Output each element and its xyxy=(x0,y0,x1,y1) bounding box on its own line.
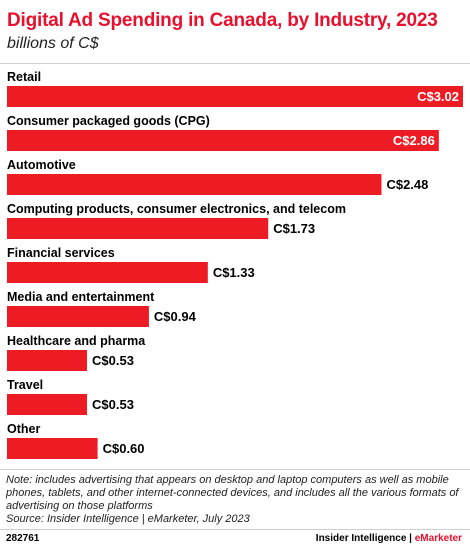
chart-subtitle: billions of C$ xyxy=(7,35,99,52)
category-label: Automotive xyxy=(7,158,76,172)
brand-accent: eMarketer xyxy=(414,533,462,544)
category-label: Other xyxy=(7,422,40,436)
bar xyxy=(7,174,382,195)
bar-chart: Retail C$3.02 Consumer packaged goods (CPG… xyxy=(7,70,463,459)
value-label: C$2.48 xyxy=(386,177,428,192)
value-label: C$1.73 xyxy=(273,221,315,236)
value-label: C$0.60 xyxy=(103,441,145,456)
value-label: C$3.02 xyxy=(417,89,459,104)
category-label: Financial services xyxy=(7,246,115,260)
bottom-divider xyxy=(0,469,470,470)
chart-source: Source: Insider Intelligence | eMarketer… xyxy=(6,513,250,525)
category-label: Travel xyxy=(7,378,43,392)
value-label: C$1.33 xyxy=(213,265,255,280)
bar xyxy=(7,394,88,415)
bar xyxy=(7,262,208,283)
brand-credit: Insider Intelligence | eMarketer xyxy=(316,533,462,544)
value-label: C$0.94 xyxy=(154,309,197,324)
value-label: C$0.53 xyxy=(92,353,134,368)
category-label: Computing products, consumer electronics… xyxy=(7,202,346,216)
top-divider xyxy=(0,63,470,64)
category-label: Healthcare and pharma xyxy=(7,334,146,348)
chart-note: Note: includes advertising that appears … xyxy=(6,474,459,512)
footer-divider xyxy=(0,529,470,530)
value-label: C$2.86 xyxy=(393,133,435,148)
chart-id: 282761 xyxy=(6,533,40,544)
bar xyxy=(7,218,269,239)
chart-title: Digital Ad Spending in Canada, by Indust… xyxy=(7,10,438,31)
bar xyxy=(7,86,463,107)
chart-note-block: Note: includes advertising that appears … xyxy=(6,474,464,526)
bar xyxy=(7,350,88,371)
bar xyxy=(7,438,98,459)
brand-main: Insider Intelligence | xyxy=(315,533,415,544)
category-label: Retail xyxy=(7,70,41,84)
bar xyxy=(7,130,439,151)
value-label: C$0.53 xyxy=(92,397,134,412)
category-label: Consumer packaged goods (CPG) xyxy=(7,114,210,128)
category-label: Media and entertainment xyxy=(7,290,155,304)
bar xyxy=(7,306,149,327)
